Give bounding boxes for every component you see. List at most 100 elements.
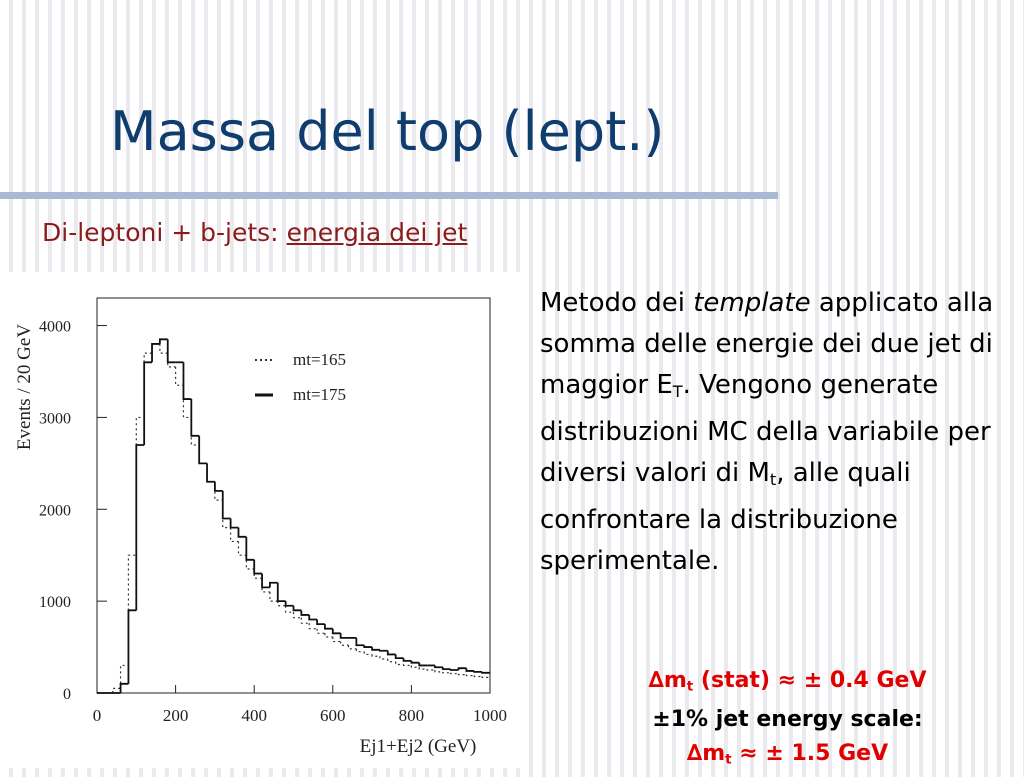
note-segment: t: [725, 751, 732, 768]
histogram-step: [158, 338, 168, 344]
histogram-step: [119, 664, 129, 689]
histogram-step: [190, 399, 200, 437]
histogram-step: [418, 662, 428, 667]
histogram-step: [269, 581, 278, 588]
note-segment: ∆m: [686, 741, 726, 767]
histogram-step: [331, 628, 341, 635]
x-tick-label: 600: [320, 706, 346, 725]
histogram-step: [340, 641, 349, 646]
x-tick-label: 400: [241, 706, 267, 725]
body-segment: t: [769, 470, 777, 490]
legend-label: mt=165: [293, 350, 346, 369]
histogram-step: [434, 665, 443, 669]
histogram-step: [182, 385, 192, 419]
notes: ∆mt (stat) ≈ ± 0.4 GeV ±1% jet energy sca…: [560, 664, 1015, 777]
histogram-step: [119, 682, 129, 693]
histogram-step: [410, 665, 420, 668]
histogram-step: [387, 659, 396, 663]
histogram-step: [371, 654, 380, 657]
histogram-step: [253, 559, 263, 575]
histogram-step: [167, 353, 176, 368]
histogram-step: [284, 601, 294, 607]
histogram-step: [402, 658, 412, 662]
histogram-step: [285, 605, 294, 613]
histogram-step: [237, 541, 247, 556]
histogram-step: [402, 664, 412, 667]
histogram-step: [261, 573, 270, 589]
y-tick-label: 4000: [39, 319, 71, 336]
histogram-step: [457, 673, 467, 676]
histogram-step: [316, 619, 325, 626]
x-axis-label: Ej1+Ej2 (GeV): [360, 736, 477, 757]
plot-frame: [96, 297, 491, 694]
x-tick-label: 0: [93, 706, 102, 725]
note-line: ∆mt ≈ ± 1.5 GeV: [560, 737, 1015, 776]
histogram-step: [355, 637, 365, 647]
histogram-step: [135, 444, 145, 611]
histogram-step: [135, 416, 145, 556]
histogram-step: [175, 366, 184, 386]
histogram-step: [324, 624, 333, 630]
x-tick-label: 1000: [473, 706, 507, 725]
histogram-step: [426, 669, 435, 671]
histogram-step: [276, 582, 286, 603]
histogram-step: [339, 633, 349, 639]
plot-panel: 0 200 400 600 800 1000 0 1000 2000 3000 4000 Ej1+Ej…: [0, 272, 528, 768]
x-tick-label: 200: [163, 706, 189, 725]
body-segment: T: [672, 382, 683, 402]
subtitle: Di-leptoni + b-jets: energia dei jet: [42, 218, 467, 247]
histogram-step: [292, 605, 302, 612]
y-tick-label: 0: [63, 686, 71, 703]
histogram-step: [237, 527, 247, 538]
y-axis-label: Events / 20 GeV: [14, 324, 35, 450]
histogram-step: [363, 651, 373, 656]
histogram-step: [332, 636, 341, 643]
subtitle-link[interactable]: energia dei jet: [286, 218, 468, 247]
histogram-step: [347, 645, 357, 650]
histogram-step: [151, 343, 160, 363]
histogram-step: [166, 339, 176, 364]
slide-title: Massa del top (lept.): [110, 100, 665, 163]
histogram-step: [386, 650, 396, 656]
legend-label: mt=175: [293, 385, 346, 404]
histogram-step: [363, 645, 373, 648]
histogram-step: [308, 623, 318, 630]
body-segment: . Vengono generate distribuzioni MC dell…: [540, 370, 991, 489]
histogram-step: [457, 667, 467, 671]
y-tick-label: 2000: [39, 502, 71, 519]
histogram-step: [450, 672, 459, 675]
histogram-step: [182, 362, 192, 400]
histogram-step: [143, 361, 153, 445]
histogram-step: [394, 654, 404, 659]
y-tick-label: 3000: [39, 410, 71, 427]
body-segment: , alle quali confrontare la distribuzion…: [540, 458, 911, 577]
histogram-step: [316, 628, 325, 634]
histogram-step: [190, 417, 200, 446]
histogram-step: [198, 444, 208, 464]
histogram-step: [473, 670, 483, 673]
y-tick-label: 1000: [39, 594, 71, 611]
histogram-step: [261, 578, 270, 593]
histogram-step: [222, 500, 231, 529]
histogram-step: [324, 633, 333, 638]
histogram-step: [229, 518, 239, 529]
body-text: Metodo dei template applicato alla somma…: [540, 283, 1020, 582]
histogram-step: [112, 687, 121, 693]
histogram-step: [206, 463, 215, 483]
body-segment: applicato alla somma delle energie dei d…: [540, 288, 994, 400]
note-line: ±1% jet energy scale:: [560, 703, 1015, 737]
histogram-step: [127, 609, 137, 684]
histogram-step: [371, 647, 380, 651]
histogram-step: [449, 669, 459, 671]
histogram-step: [434, 670, 443, 673]
body-segment: template: [693, 288, 811, 318]
histogram-step: [379, 656, 388, 660]
histogram-step: [465, 674, 475, 677]
histogram-step: [355, 648, 365, 653]
histogram-step: [395, 661, 404, 666]
subtitle-lead: Di-leptoni + b-jets:: [42, 218, 287, 247]
histogram-step: [245, 536, 255, 561]
histogram-step: [198, 435, 208, 465]
histogram-step: [442, 671, 451, 674]
histogram: 0 200 400 600 800 1000 0 1000 2000 3000 4000 Ej1+Ej…: [14, 297, 507, 757]
